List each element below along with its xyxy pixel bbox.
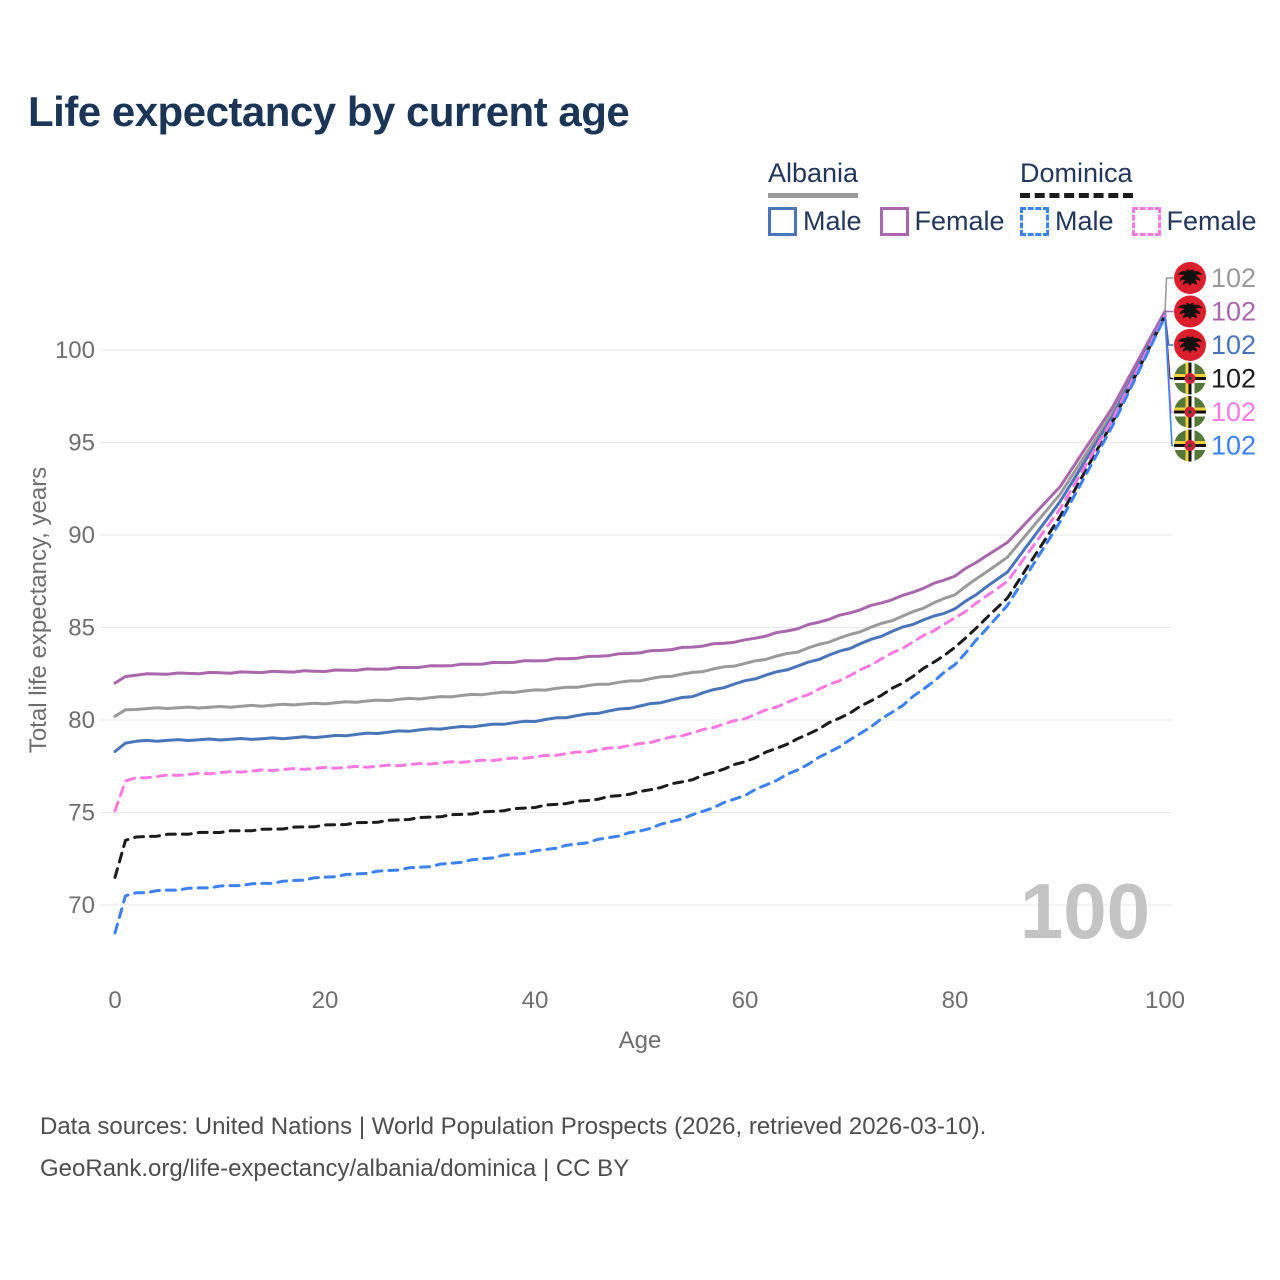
y-tick-label-95: 95 [68,430,95,457]
line-albania-both [113,311,1167,718]
legend-checkbox-dominica-male[interactable] [1020,207,1049,236]
line-dominica-male [113,315,1167,935]
end-value-label-dominica-both: 102 [1211,364,1256,394]
dominica-flag-icon [1174,362,1206,395]
leader-line-albania-both [1164,277,1174,314]
legend-country-dominica: Dominica [1020,158,1133,198]
y-axis-title: Total life expectancy, years [25,467,52,753]
line-dominica-both [113,314,1167,879]
end-value-label-albania-both: 102 [1211,263,1256,293]
footer-url-line: GeoRank.org/life-expectancy/albania/domi… [40,1155,630,1182]
line-dominica-female [113,313,1167,813]
x-tick-label-80: 80 [942,987,969,1014]
x-tick-label-0: 0 [108,987,121,1014]
x-axis-title: Age [619,1027,662,1054]
y-tick-label-70: 70 [68,892,95,919]
y-tick-label-85: 85 [68,615,95,642]
albania-flag-icon [1174,262,1206,294]
line-albania-female [113,309,1167,685]
legend-checkbox-dominica-female[interactable] [1131,207,1161,236]
albania-flag-icon [1174,295,1206,328]
footer: Data sources: United Nations | World Pop… [40,1106,986,1190]
legend-label-dominica-male: Male [1055,206,1114,236]
x-tick-label-100: 100 [1145,987,1185,1014]
gridlines [100,349,1172,906]
x-tick-label-20: 20 [312,987,339,1014]
end-value-label-albania-male: 102 [1211,330,1256,360]
line-albania-male [113,312,1167,753]
legend: Albania Male Female Dominica Male Female [0,158,1280,248]
age-counter-watermark: 100 [1020,867,1150,955]
end-value-label-dominica-male: 102 [1211,431,1256,461]
end-value-label-albania-female: 102 [1211,297,1256,327]
y-tick-label-75: 75 [68,800,95,827]
leader-line-dominica-male [1164,316,1174,447]
legend-checkbox-albania-male[interactable] [768,207,797,236]
albania-flag-icon [1174,329,1206,361]
footer-source-line: Data sources: United Nations | World Pop… [40,1113,987,1140]
series-lines [113,309,1167,935]
page-title: Life expectancy by current age [28,88,630,135]
y-tick-label-100: 100 [55,337,95,364]
y-tick-label-80: 80 [68,707,95,734]
axis-ticks: 70 75 80 85 90 95 100 0 20 40 60 80 100 [55,337,1185,1014]
legend-group-dominica: Dominica Male Female [1020,158,1257,237]
legend-label-dominica-female: Female [1166,206,1257,236]
dominica-flag-icon [1174,429,1206,462]
legend-country-albania: Albania [768,158,859,198]
y-tick-label-90: 90 [68,522,95,549]
legend-checkbox-albania-female[interactable] [879,207,909,236]
end-value-label-dominica-female: 102 [1211,397,1256,427]
x-tick-label-60: 60 [732,987,759,1014]
legend-label-albania-female: Female [914,206,1005,236]
legend-label-albania-male: Male [803,206,862,236]
legend-group-albania: Albania Male Female [768,158,1005,237]
x-tick-label-40: 40 [522,987,549,1014]
dominica-flag-icon [1174,396,1206,428]
